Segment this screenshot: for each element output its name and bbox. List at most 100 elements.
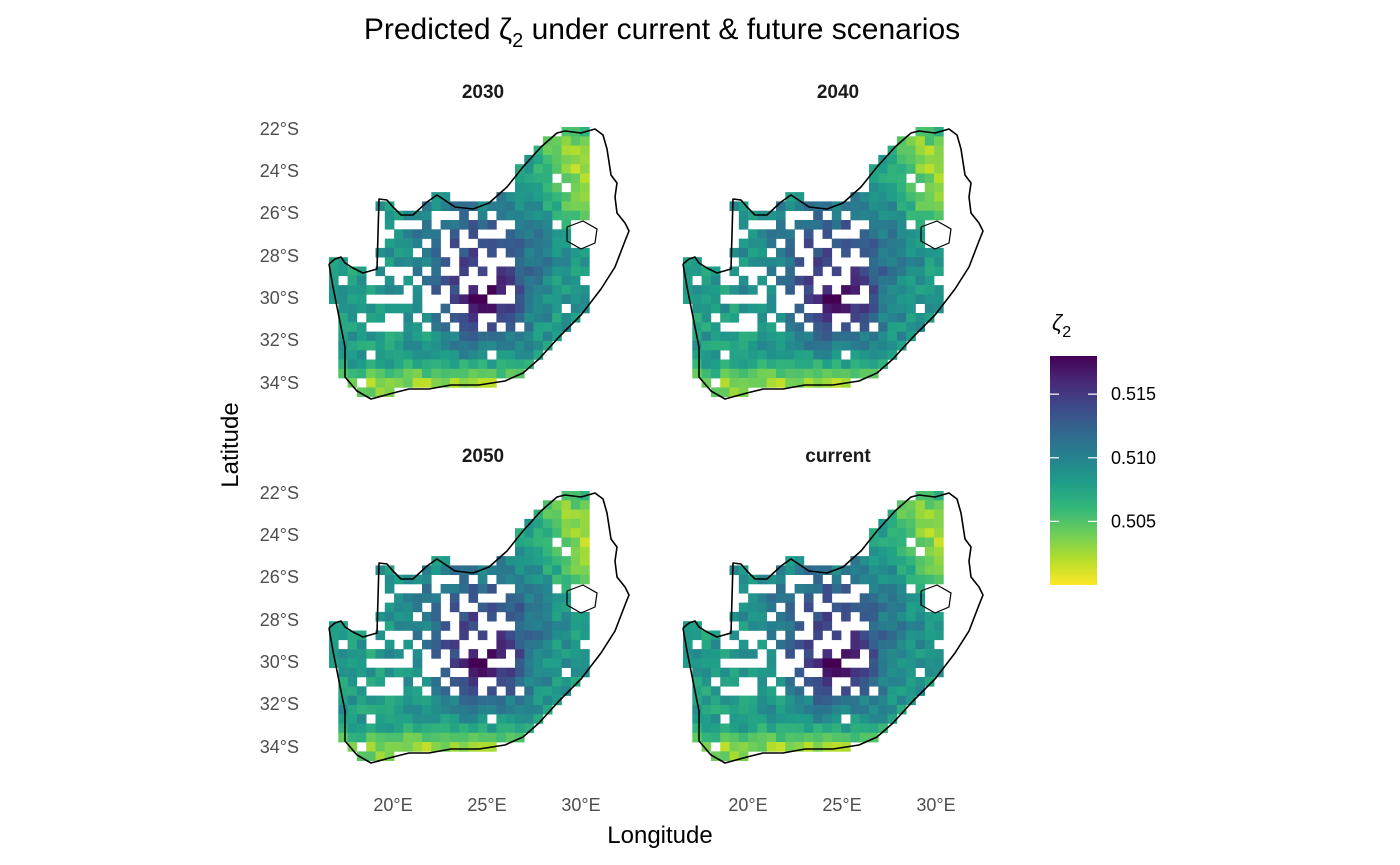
heat-cell: [542, 340, 553, 351]
heat-cell: [422, 313, 432, 323]
country-boundary: [328, 128, 630, 400]
heat-cell: [394, 611, 404, 622]
heat-cell: [878, 574, 888, 585]
heat-cell: [440, 565, 451, 575]
heat-cell: [822, 313, 833, 323]
heat-cell: [766, 378, 777, 388]
heat-cell: [859, 313, 870, 323]
heat-cell: [924, 546, 935, 557]
heat-cell: [915, 677, 926, 687]
y-tick-label: 26°S: [260, 203, 299, 223]
heat-cell: [915, 220, 926, 230]
heat-cell: [794, 331, 805, 342]
heat-cell: [915, 500, 926, 510]
heat-cell: [841, 565, 851, 575]
heat-cell: [748, 732, 758, 743]
heat-cell: [896, 704, 907, 715]
heat-cell: [449, 220, 460, 230]
heat-cell: [338, 732, 348, 743]
heat-cell: [794, 275, 805, 286]
heat-cell: [580, 528, 590, 538]
heat-cell: [878, 220, 888, 230]
heat-cell: [720, 742, 730, 752]
heat-cell: [859, 704, 870, 715]
heat-cell: [487, 686, 497, 696]
heat-cell: [561, 322, 572, 332]
heat-cell: [785, 630, 795, 641]
heat-cell: [757, 639, 767, 650]
heat-cell: [431, 340, 441, 351]
heat-cell: [347, 630, 358, 641]
heat-cell: [924, 266, 935, 277]
heat-cell: [776, 677, 786, 687]
heat-cell: [440, 742, 451, 752]
heat-cell: [738, 387, 749, 397]
heat-cell: [459, 368, 469, 379]
heat-cell: [813, 294, 823, 304]
heat-cell: [515, 602, 525, 613]
heat-cell: [841, 201, 851, 211]
heat-cell: [524, 537, 534, 548]
heat-cell: [542, 192, 553, 202]
heat-cell: [869, 350, 879, 360]
heat-cell: [384, 695, 395, 706]
heat-cell: [738, 723, 749, 734]
heat-cell: [785, 266, 795, 277]
heat-cell: [794, 322, 805, 332]
heat-cell: [468, 257, 479, 267]
heat-cell: [552, 509, 562, 520]
heat-cell: [869, 593, 879, 603]
heat-cell: [850, 201, 860, 211]
heat-cell: [477, 742, 488, 752]
heat-cell: [850, 565, 860, 575]
heat-cell: [896, 565, 907, 575]
heat-cell: [822, 257, 833, 267]
heat-cell: [524, 266, 534, 277]
heat-cell: [729, 714, 740, 724]
heat-cell: [366, 704, 376, 715]
heat-cell: [710, 704, 721, 715]
heat-cell: [449, 658, 460, 668]
heat-cell: [915, 266, 926, 277]
heat-cell: [552, 192, 562, 202]
heat-cell: [487, 285, 497, 295]
legend-tick-label: 0.505: [1111, 511, 1156, 531]
heat-cell: [542, 704, 553, 715]
heat-cell: [720, 313, 730, 323]
heat-cell: [794, 714, 805, 724]
heat-cell: [859, 368, 870, 379]
heat-cell: [505, 732, 516, 743]
heat-cell: [412, 359, 423, 370]
heat-cell: [356, 350, 367, 360]
heat-cell: [692, 686, 702, 696]
heat-cell: [738, 611, 749, 622]
heat-cell: [403, 593, 413, 603]
heat-cell: [785, 322, 795, 332]
heat-cell: [403, 322, 413, 332]
heat-cell: [422, 639, 432, 650]
heat-cell: [803, 677, 814, 687]
heat-cell: [356, 285, 367, 295]
heat-cell: [906, 210, 916, 221]
heat-cell: [561, 154, 572, 165]
heat-cell: [869, 247, 879, 258]
heat-cell: [356, 667, 367, 678]
heat-cell: [869, 331, 879, 342]
heat-cell: [896, 658, 907, 668]
heat-cell: [347, 266, 358, 277]
heat-cell: [896, 518, 907, 529]
heat-cell: [738, 368, 749, 379]
heat-cell: [794, 667, 805, 678]
heat-cell: [915, 565, 926, 575]
heat-cell: [869, 649, 879, 659]
heat-cell: [524, 658, 534, 668]
heat-cell: [356, 294, 367, 304]
heat-cell: [468, 294, 479, 304]
heat-cell: [552, 285, 562, 295]
heat-cell: [375, 350, 386, 360]
heat-cell: [515, 340, 525, 351]
heat-cell: [869, 201, 879, 211]
heat-cell: [859, 667, 870, 678]
heat-cell: [729, 303, 740, 314]
heat-cell: [384, 303, 395, 314]
